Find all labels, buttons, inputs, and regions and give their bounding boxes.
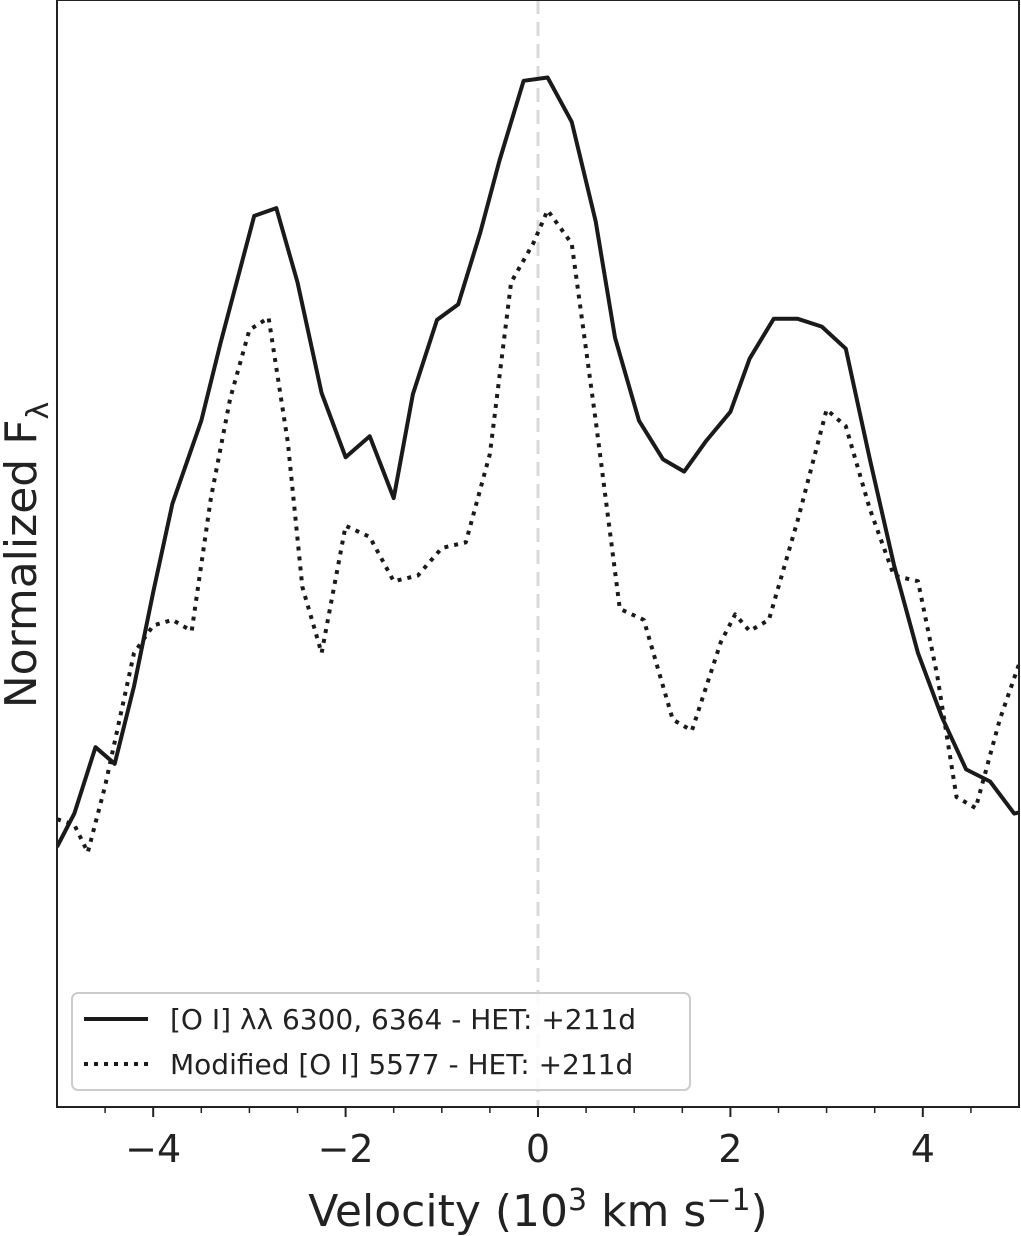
- x-tick-label: 4: [911, 1127, 935, 1171]
- x-tick-label: −4: [125, 1127, 181, 1171]
- x-axis: −4 −2 0 2 4: [104, 1107, 972, 1171]
- plot-area: [57, 0, 1019, 1107]
- legend-label-oi-5577: Modified [O I] 5577 - HET: +211d: [170, 1048, 633, 1081]
- x-tick-label: −2: [318, 1127, 374, 1171]
- legend-label-oi-6300: [O I] λλ 6300, 6364 - HET: +211d: [170, 1003, 636, 1036]
- legend-box: [71, 992, 691, 1091]
- x-tick-label: 2: [718, 1127, 742, 1171]
- legend: [O I] λλ 6300, 6364 - HET: +211d Modifie…: [71, 992, 691, 1091]
- x-axis-label: Velocity (103 km s−1): [308, 1183, 768, 1236]
- x-tick-label: 0: [526, 1127, 550, 1171]
- series-line-oi-6300: [57, 75, 1019, 848]
- axes-frame: [56, 0, 1020, 1108]
- y-axis-label: Normalized Fλ: [0, 402, 56, 709]
